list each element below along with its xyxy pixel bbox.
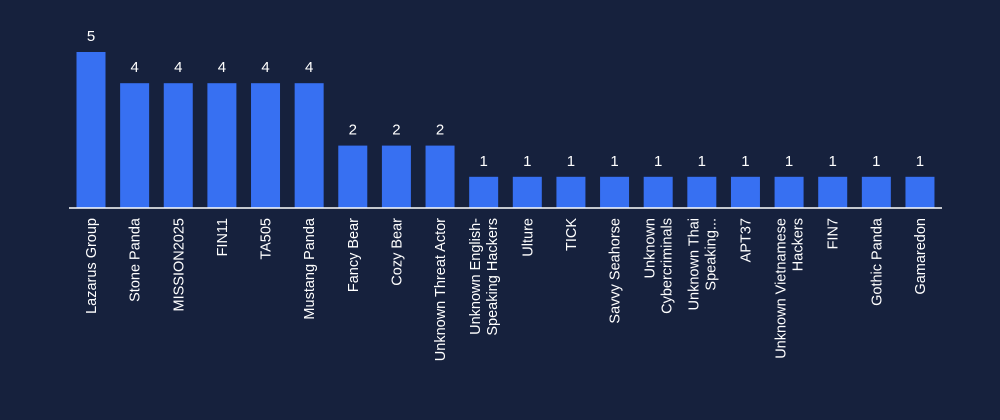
- bar-value-label: 1: [479, 153, 487, 170]
- category-label-line: Unknown Thai: [686, 218, 702, 310]
- category-label-line: MISSION2025: [171, 218, 187, 312]
- category-label: Fancy Bear: [346, 218, 362, 292]
- bar-value-label: 1: [698, 153, 706, 170]
- bar-value-label: 4: [305, 59, 313, 76]
- category-label-line: Lazarus Group: [84, 218, 100, 314]
- bar-value-label: 4: [261, 59, 269, 76]
- category-label-line: APT37: [738, 218, 754, 262]
- category-label: Gothic Panda: [869, 217, 885, 306]
- bar: [381, 145, 411, 208]
- value-labels-group: 5 4 4 4 4 4 2 2 2 1 1 1 1 1 1 1 1 1 1 1: [87, 28, 924, 170]
- category-label-line: Ulture: [520, 218, 536, 257]
- category-label-line: Unknown English-: [468, 218, 484, 335]
- category-label: FIN11: [215, 218, 231, 256]
- category-label-line: Cozy Bear: [389, 218, 405, 286]
- category-label: Unknown Vietnamese Hackers: [774, 218, 807, 359]
- category-label: TICK: [564, 218, 580, 251]
- bar: [818, 176, 848, 208]
- category-label-line: Mustang Panda: [302, 217, 318, 320]
- bar-value-label: 2: [349, 122, 357, 139]
- bar: [774, 176, 804, 208]
- bar: [425, 145, 455, 208]
- category-label: Savvy Seahorse: [608, 218, 624, 324]
- category-label: Lazarus Group: [84, 218, 100, 314]
- category-label-line: Unknown Threat Actor: [433, 218, 449, 361]
- bar-value-label: 2: [392, 122, 400, 139]
- category-label: Gamaredon: [913, 218, 929, 295]
- category-label-line: Gamaredon: [913, 218, 929, 295]
- bar-value-label: 1: [785, 153, 793, 170]
- bar: [556, 176, 586, 208]
- category-label: Cozy Bear: [389, 218, 405, 286]
- category-label: Stone Panda: [128, 217, 144, 302]
- bar-value-label: 2: [436, 122, 444, 139]
- category-label-line: Gothic Panda: [869, 217, 885, 306]
- bar: [76, 52, 106, 208]
- bar: [861, 176, 891, 208]
- bar: [730, 176, 760, 208]
- category-label-line: FIN7: [826, 218, 842, 249]
- bar-value-label: 1: [567, 153, 575, 170]
- bar: [338, 145, 368, 208]
- category-labels-group: Lazarus Group Stone Panda MISSION2025 FIN11…: [84, 217, 929, 361]
- bar: [512, 176, 542, 208]
- bar-value-label: 1: [829, 153, 837, 170]
- bar: [600, 176, 630, 208]
- category-label: Ulture: [520, 218, 536, 257]
- category-label: Unknown Thai Speaking...: [686, 218, 719, 310]
- bar-value-label: 4: [218, 59, 226, 76]
- category-label: Mustang Panda: [302, 217, 318, 320]
- category-label-line: Unknown Vietnamese: [774, 218, 790, 359]
- category-label-line: Speaking...: [703, 218, 719, 291]
- bar: [163, 83, 193, 208]
- bar: [643, 176, 673, 208]
- bar-value-label: 1: [741, 153, 749, 170]
- category-label: APT37: [738, 218, 754, 262]
- category-label-line: Stone Panda: [128, 217, 144, 302]
- category-label-line: Cybercriminals: [660, 218, 676, 314]
- category-label-line: Savvy Seahorse: [608, 218, 624, 324]
- bar: [251, 83, 281, 208]
- bar-value-label: 5: [87, 28, 95, 45]
- bar-value-label: 1: [523, 153, 531, 170]
- bar: [120, 83, 150, 208]
- category-label: Unknown Threat Actor: [433, 218, 449, 361]
- bar: [294, 83, 324, 208]
- bar-value-label: 1: [610, 153, 618, 170]
- bar-value-label: 1: [916, 153, 924, 170]
- category-label: Unknown English- Speaking Hackers: [468, 218, 501, 336]
- bar-value-label: 4: [130, 59, 138, 76]
- category-label: TA505: [259, 218, 275, 260]
- bar: [905, 176, 935, 208]
- category-label-line: Unknown: [643, 218, 659, 278]
- bars-group: [76, 52, 935, 208]
- bar-value-label: 4: [174, 59, 182, 76]
- category-label: Unknown Cybercriminals: [643, 218, 676, 314]
- bar: [207, 83, 237, 208]
- category-label-line: TICK: [564, 218, 580, 251]
- category-label: FIN7: [826, 218, 842, 249]
- category-label-line: TA505: [259, 218, 275, 260]
- bar: [469, 176, 499, 208]
- category-label-line: Fancy Bear: [346, 218, 362, 292]
- category-label: MISSION2025: [171, 218, 187, 312]
- bar-value-label: 1: [654, 153, 662, 170]
- category-label-line: Speaking Hackers: [485, 218, 501, 336]
- category-label-line: FIN11: [215, 218, 231, 256]
- bar: [687, 176, 717, 208]
- bar-value-label: 1: [872, 153, 880, 170]
- category-label-line: Hackers: [791, 218, 807, 271]
